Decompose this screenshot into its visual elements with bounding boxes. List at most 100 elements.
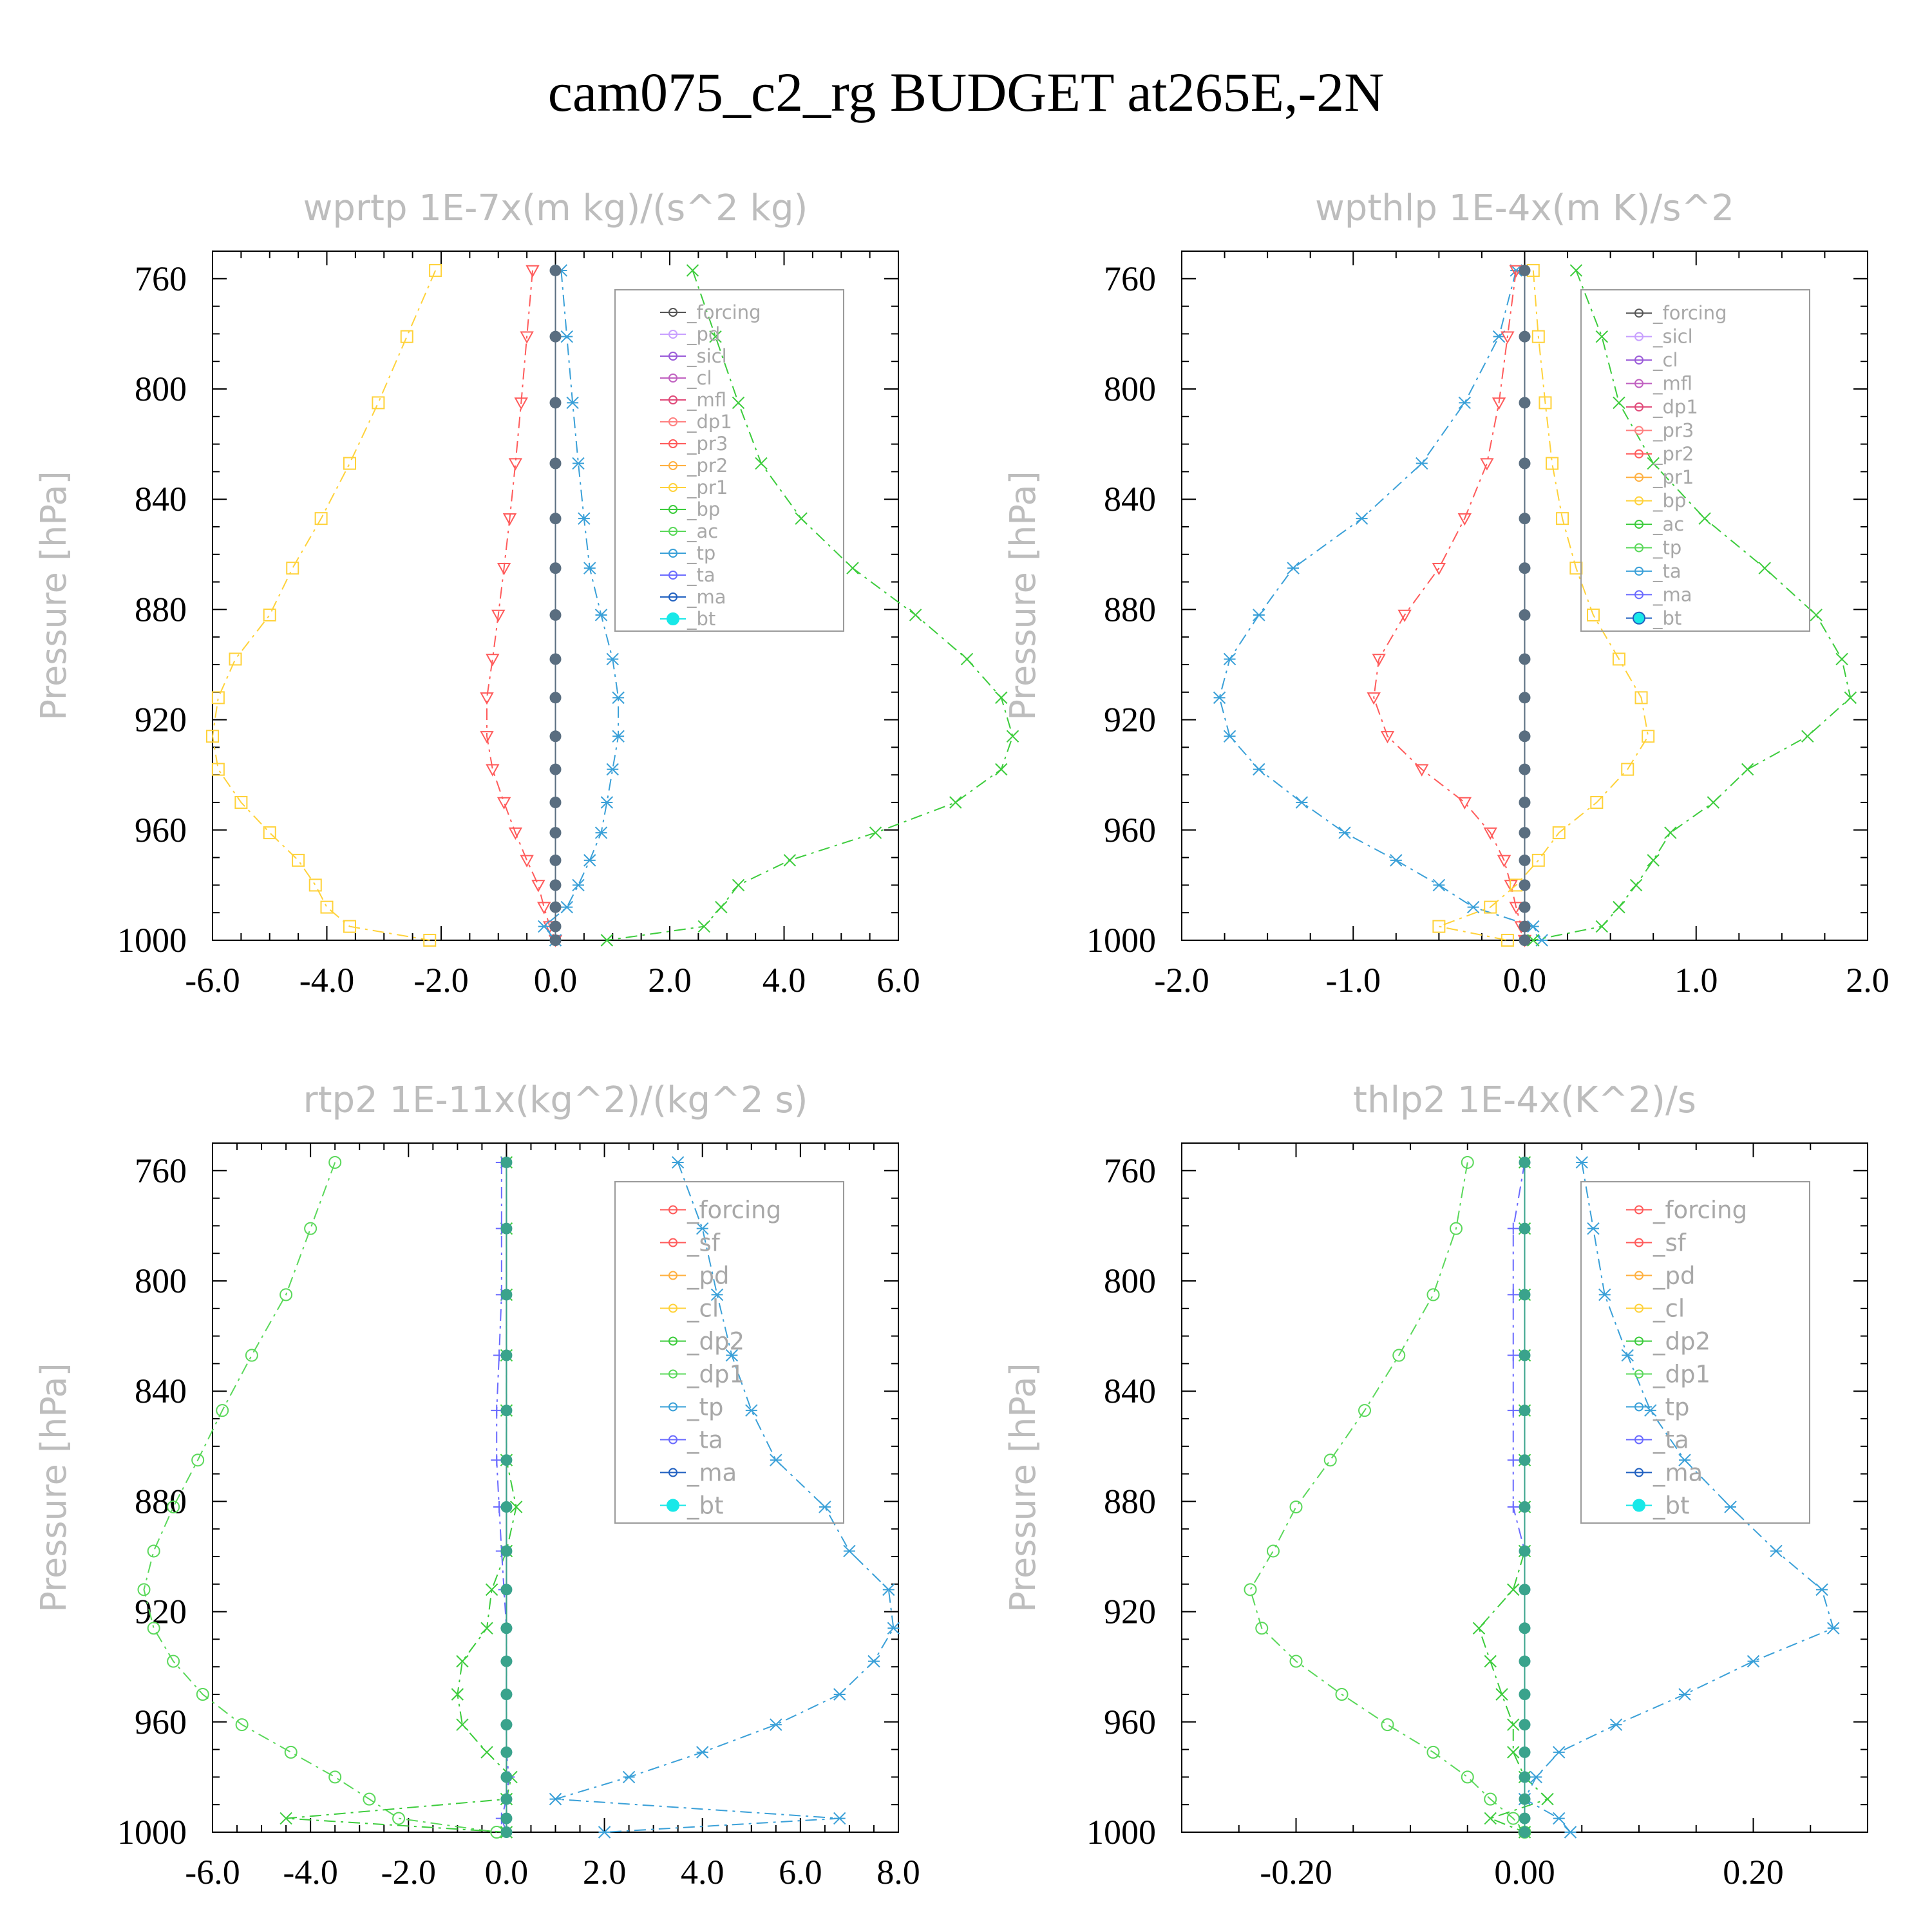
legend-marker — [667, 1499, 679, 1512]
data-point-pr3 — [531, 880, 545, 893]
legend-label: _ma — [687, 1459, 737, 1487]
series-line-dp1 — [143, 1162, 497, 1833]
data-point-pr1 — [211, 762, 225, 776]
data-point-dp1 — [1392, 1349, 1406, 1362]
data-point-pr1 — [1539, 396, 1552, 410]
data-point-tp — [612, 691, 625, 705]
data-point-dp1 — [1244, 1583, 1257, 1596]
legend-label: _dp1 — [1653, 1361, 1710, 1388]
legend-box — [1580, 1181, 1810, 1524]
data-point-pr1 — [308, 878, 322, 892]
data-point-bp — [755, 457, 768, 470]
legend-marker — [668, 527, 677, 536]
data-point-bt — [500, 1826, 513, 1838]
data-point-pr3 — [520, 331, 534, 344]
legend-label: _ac — [1653, 513, 1684, 535]
x-tick-label: 2.0 — [648, 961, 692, 999]
data-point-bt — [549, 901, 562, 913]
legend-marker — [1634, 1468, 1643, 1477]
data-point-bt — [1519, 562, 1531, 574]
legend-label: _bt — [1653, 1492, 1690, 1520]
data-point-tp — [1253, 609, 1265, 621]
data-point-bp — [1647, 457, 1660, 470]
legend-marker — [1634, 1303, 1643, 1313]
data-point-pr1 — [1590, 796, 1604, 809]
y-tick-label: 920 — [1104, 701, 1156, 739]
data-point-pr1 — [1612, 652, 1625, 666]
figure-title: cam075_c2_rg BUDGET at265E,-2N — [548, 61, 1385, 123]
data-point-bp — [1835, 652, 1848, 666]
y-tick-label: 800 — [135, 1262, 187, 1300]
data-point-dp1 — [235, 1718, 249, 1732]
legend-label: _pr1 — [1653, 466, 1694, 488]
legend-label: _forcing — [687, 1197, 781, 1224]
data-point-bt — [1519, 397, 1531, 409]
data-point-bt — [500, 1622, 513, 1634]
data-point-bt — [549, 397, 562, 409]
data-point-bp — [909, 609, 922, 621]
series-line-bp — [607, 270, 1014, 941]
data-point-pr1 — [372, 396, 385, 410]
data-point-dp1 — [1450, 1222, 1463, 1235]
data-point-bt — [1519, 1454, 1531, 1466]
x-tick-label: -4.0 — [283, 1853, 337, 1891]
panel-title: thlp2 1E-4x(K^2)/s — [1353, 1079, 1696, 1121]
data-point-pr1 — [1531, 330, 1545, 343]
data-point-bt — [1519, 609, 1531, 621]
data-point-bt — [1519, 1501, 1531, 1513]
data-point-pr1 — [1484, 900, 1497, 914]
data-point-bt — [1519, 1771, 1531, 1783]
data-point-bt — [549, 330, 562, 343]
data-point-pr3 — [491, 609, 506, 623]
legend-label: _forcing — [1653, 302, 1727, 324]
data-point-pr1 — [1621, 762, 1634, 776]
data-point-tp — [600, 796, 614, 809]
data-point-bt — [500, 1289, 513, 1301]
data-point-bt — [500, 1222, 513, 1235]
data-point-pr3 — [526, 265, 540, 278]
data-point-pr3 — [537, 902, 551, 914]
y-tick-label: 960 — [1104, 1703, 1156, 1741]
data-point-bt — [1519, 653, 1531, 665]
x-tick-label: 4.0 — [681, 1853, 724, 1891]
legend-marker — [668, 461, 677, 470]
y-tick-label: 760 — [135, 1151, 187, 1190]
legend: _forcing_sicl_cl_mfl_dp1_pr3_pr2_pr1_bp_… — [1580, 289, 1810, 632]
data-point-dp2 — [480, 1746, 493, 1759]
data-point-bt — [549, 562, 562, 574]
data-point-tp — [1575, 1156, 1588, 1169]
series-line-tp — [543, 270, 620, 941]
legend-label: _pr2 — [1653, 443, 1694, 465]
data-point-bt — [549, 920, 562, 933]
y-tick-label: 880 — [1104, 590, 1156, 629]
legend-marker — [1634, 566, 1643, 576]
legend-marker — [668, 395, 677, 404]
data-point-pr3 — [1380, 731, 1395, 744]
data-point-tp — [1530, 1770, 1542, 1784]
x-tick-label: -0.20 — [1260, 1853, 1332, 1891]
data-point-pr1 — [1587, 608, 1600, 621]
x-tick-label: 1.0 — [1674, 961, 1718, 999]
legend-marker — [1634, 308, 1643, 318]
data-point-dp1 — [1426, 1745, 1440, 1759]
data-point-pr1 — [343, 920, 356, 933]
data-point-bp — [1758, 562, 1771, 574]
legend-marker — [668, 1303, 677, 1313]
data-point-dp2 — [456, 1654, 469, 1668]
data-point-bt — [500, 1793, 513, 1805]
panel-title: wpthlp 1E-4x(m K)/s^2 — [1315, 187, 1734, 229]
data-point-dp1 — [1335, 1688, 1349, 1701]
data-point-tp — [1390, 854, 1403, 867]
data-point-dp2 — [1541, 1792, 1554, 1806]
data-point-tp — [882, 1583, 895, 1596]
legend-marker — [1634, 426, 1643, 435]
data-point-tp — [594, 826, 608, 839]
data-point-pr1 — [234, 796, 248, 809]
legend-marker — [1634, 520, 1643, 529]
series-line-tp — [555, 1162, 895, 1833]
legend: _forcing _sf _pd _cl _dp2 _dp1 _tp _ta _ma _bt — [614, 1181, 844, 1524]
data-point-tp — [1295, 796, 1309, 809]
y-tick-label: 800 — [135, 370, 187, 408]
data-point-bt — [1519, 1289, 1531, 1301]
data-point-pr3 — [1483, 827, 1497, 840]
